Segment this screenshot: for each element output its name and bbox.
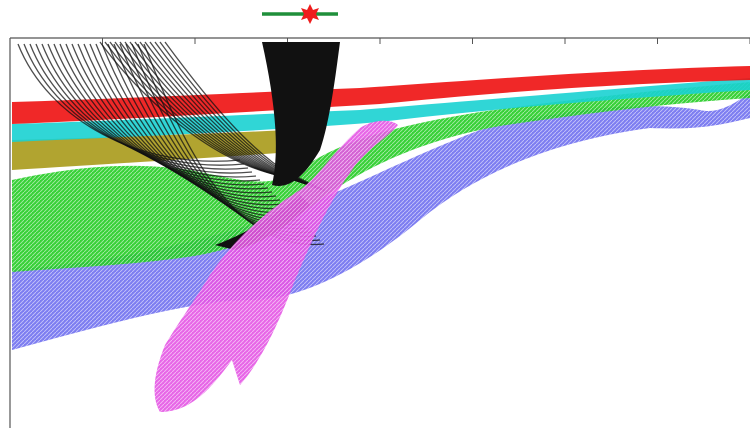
ray-path (71, 43, 277, 198)
ray-path (83, 43, 285, 206)
source-marker (262, 4, 338, 24)
top-axis-ticks (102, 38, 750, 44)
ray-path (47, 43, 261, 182)
ray-path (41, 43, 257, 178)
layer-blue (12, 92, 750, 350)
ray-path (23, 43, 245, 166)
layer-green (12, 82, 750, 272)
ray-path (59, 43, 269, 190)
ray-cone (262, 42, 340, 186)
ray-path (77, 43, 281, 202)
ray-path (89, 43, 289, 210)
ray-path (65, 43, 273, 194)
ray-path (101, 43, 297, 218)
ray-path (35, 43, 253, 174)
layer-magenta (154, 120, 398, 412)
ray-path (164, 41, 327, 192)
star-burst-icon (301, 4, 319, 24)
ray-paths (17, 41, 327, 246)
ray-path (95, 43, 293, 214)
ray-path (53, 43, 265, 186)
ray-path (29, 43, 249, 170)
model-frame (9, 37, 750, 428)
